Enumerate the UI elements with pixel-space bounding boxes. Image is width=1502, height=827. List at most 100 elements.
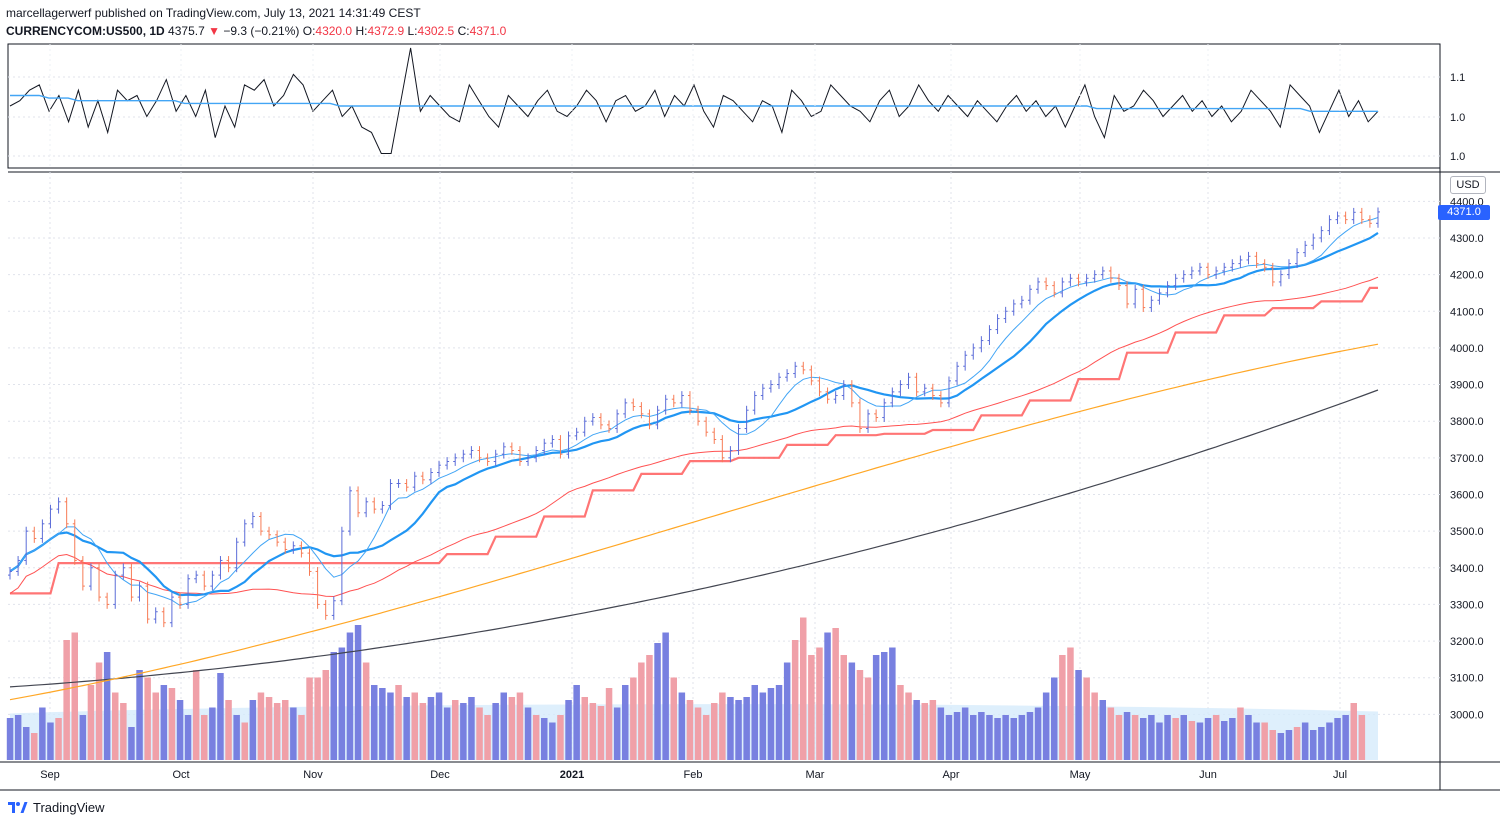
volume-bar <box>783 662 791 760</box>
volume-bar <box>654 643 661 760</box>
volume-bar <box>1293 727 1301 760</box>
footer[interactable]: TradingView <box>6 799 105 815</box>
volume-bar <box>128 727 135 760</box>
volume-bar <box>597 706 605 760</box>
volume-bar <box>1188 721 1196 760</box>
volume-bar <box>889 647 896 760</box>
price-tick-label: 3000.0 <box>1450 709 1484 721</box>
volume-bar <box>759 692 767 760</box>
volume-bar <box>87 685 95 760</box>
volume-bar <box>379 688 386 760</box>
volume-bar <box>79 715 87 760</box>
volume-bar <box>856 670 864 760</box>
current-price-label: 4371.0 <box>1438 204 1490 220</box>
volume-bar <box>192 670 200 760</box>
high-value: 4372.9 <box>367 24 405 38</box>
time-tick-label: Apr <box>942 769 959 781</box>
volume-bar <box>921 703 928 760</box>
indicator-tick-label: 1.1 <box>1450 72 1465 84</box>
volume-bar <box>346 632 354 760</box>
high-label: H: <box>355 24 368 38</box>
volume-bar <box>411 692 418 760</box>
symbol: CURRENCYCOM:US500, 1D <box>6 24 165 38</box>
volume-bar <box>419 703 427 760</box>
volume-bar <box>945 715 953 760</box>
volume-bar <box>970 715 977 760</box>
price-tick-label: 3700.0 <box>1450 453 1484 465</box>
volume-bar <box>500 692 507 760</box>
volume-bar <box>39 707 46 760</box>
volume-bar <box>1253 722 1260 760</box>
volume-bar <box>265 697 273 760</box>
volume-bar <box>508 697 516 760</box>
volume-bar <box>549 722 556 760</box>
volume-bar <box>864 677 872 760</box>
volume-bar <box>832 628 839 760</box>
volume-bar <box>201 715 208 760</box>
volume-bar <box>937 707 945 760</box>
volume-bar <box>743 697 750 760</box>
price-tick-label: 3300.0 <box>1450 599 1484 611</box>
indicator-tick-label: 1.0 <box>1450 112 1465 124</box>
price-tick-label: 4200.0 <box>1450 270 1484 282</box>
volume-bar <box>848 662 856 760</box>
volume-bar <box>524 707 532 760</box>
price-tick-label: 4000.0 <box>1450 343 1484 355</box>
volume-bar <box>978 712 985 760</box>
time-tick-label: Nov <box>303 769 323 781</box>
volume-bar <box>1277 733 1285 760</box>
volume-bar <box>176 700 184 760</box>
time-tick-label: May <box>1070 769 1091 781</box>
volume-bar <box>290 707 297 760</box>
close-label: C: <box>457 24 470 38</box>
volume-bar <box>816 647 823 760</box>
volume-bar <box>1148 715 1155 760</box>
volume-bar <box>460 703 467 760</box>
volume-bar <box>1204 718 1212 760</box>
time-tick-label: Dec <box>430 769 450 781</box>
stepped-trail-line <box>10 286 1378 595</box>
volume-bar <box>354 625 362 760</box>
volume-bar <box>6 718 14 760</box>
volume-bar <box>897 685 904 760</box>
volume-bar <box>1221 721 1228 760</box>
volume-bar <box>1180 715 1187 760</box>
volume-bar <box>1318 727 1325 760</box>
currency-badge[interactable]: USD <box>1450 176 1486 194</box>
ema-slow-line <box>9 231 1379 597</box>
volume-bar <box>1083 677 1090 760</box>
volume-bar <box>1051 677 1058 760</box>
volume-bar <box>622 685 629 760</box>
volume-bar <box>1229 718 1236 760</box>
volume-bar <box>872 655 880 760</box>
volume-bar <box>209 707 216 760</box>
volume-bar <box>605 688 613 760</box>
volume-bar <box>565 700 572 760</box>
volume-bar <box>1140 718 1147 760</box>
volume-bar <box>273 703 281 760</box>
volume-bar <box>1310 730 1317 760</box>
time-tick-label: Sep <box>40 769 60 781</box>
volume-bar <box>1237 707 1244 760</box>
price-tick-label: 3100.0 <box>1450 673 1484 685</box>
volume-bar <box>136 670 143 760</box>
volume-bar <box>120 703 127 760</box>
volume-bar <box>144 677 151 760</box>
volume-bar <box>330 652 337 760</box>
volume-bar <box>14 715 22 760</box>
price-tick-label: 3600.0 <box>1450 489 1484 501</box>
volume-bar <box>152 692 159 760</box>
volume-bar <box>1285 730 1293 760</box>
volume-bar <box>1010 718 1017 760</box>
volume-bar <box>1196 722 1204 760</box>
volume-bar <box>362 662 370 760</box>
volume-bar <box>1342 715 1349 760</box>
volume-bar <box>306 677 313 760</box>
time-tick-label: Jun <box>1199 769 1217 781</box>
ema-fast-line <box>9 217 1379 607</box>
volume-bar <box>371 685 378 760</box>
volume-bar <box>589 703 597 760</box>
volume-bar <box>775 685 783 760</box>
volume-bar <box>881 652 888 760</box>
